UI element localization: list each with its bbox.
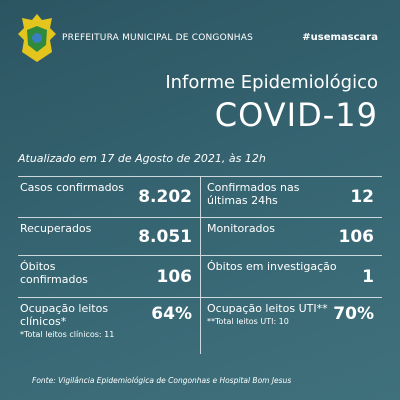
stat-label: Óbitos em investigação — [207, 260, 337, 273]
stat-value: 12 — [350, 187, 374, 207]
stat-value: 106 — [156, 266, 193, 287]
stat-label: Monitorados — [207, 222, 275, 235]
stat-value: 1 — [362, 266, 374, 287]
title-main: COVID-19 — [214, 96, 378, 134]
table-row: Óbitos confirmados 106 Óbitos em investiga… — [18, 256, 382, 298]
stat-label: Ocupação leitos UTI** — [207, 302, 328, 315]
stat-note: *Total leitos clínicos: 11 — [20, 330, 115, 339]
stats-table: Casos confirmados 8.202 Confirmados nas úl… — [18, 176, 382, 354]
stat-cell: Recuperados 8.051 — [18, 218, 200, 255]
updated: Atualizado em 17 de Agosto de 2021, às 1… — [18, 152, 266, 165]
stat-cell: Confirmados nas últimas 24hs 12 — [200, 177, 382, 217]
stat-cell: Ocupação leitos clínicos* 64% *Total leito… — [18, 298, 200, 354]
stat-cell: Casos confirmados 8.202 — [18, 177, 200, 217]
table-row: Recuperados 8.051 Monitorados 106 — [18, 218, 382, 256]
stat-cell: Ocupação leitos UTI** 70% **Total leitos U… — [200, 298, 382, 354]
stat-value: 8.202 — [138, 187, 192, 207]
stat-label: Casos confirmados — [20, 181, 125, 194]
title: Informe Epidemiológico — [165, 72, 378, 93]
stat-value: 64% — [151, 304, 192, 324]
stat-cell: Monitorados 106 — [200, 218, 382, 255]
stat-label: Recuperados — [20, 222, 92, 235]
table-row: Ocupação leitos clínicos* 64% *Total leito… — [18, 298, 382, 354]
org-name: PREFEITURA MUNICIPAL DE CONGONHAS — [62, 33, 254, 43]
stat-value: 70% — [333, 304, 374, 324]
stat-label: Confirmados nas últimas 24hs — [207, 181, 300, 207]
stat-note: **Total leitos UTI: 10 — [207, 317, 289, 326]
table-row: Casos confirmados 8.202 Confirmados nas úl… — [18, 177, 382, 218]
stat-label: Óbitos confirmados — [20, 260, 88, 286]
stat-label: Ocupação leitos clínicos* — [20, 302, 109, 328]
hashtag: #usemascara — [302, 32, 378, 43]
stat-value: 106 — [338, 226, 375, 247]
stat-cell: Óbitos confirmados 106 — [18, 256, 200, 297]
stat-value: 8.051 — [138, 226, 192, 247]
source: Fonte: Vigilância Epidemiológica de Cong… — [32, 376, 292, 385]
logo — [18, 14, 56, 62]
stat-cell: Óbitos em investigação 1 — [200, 256, 382, 297]
